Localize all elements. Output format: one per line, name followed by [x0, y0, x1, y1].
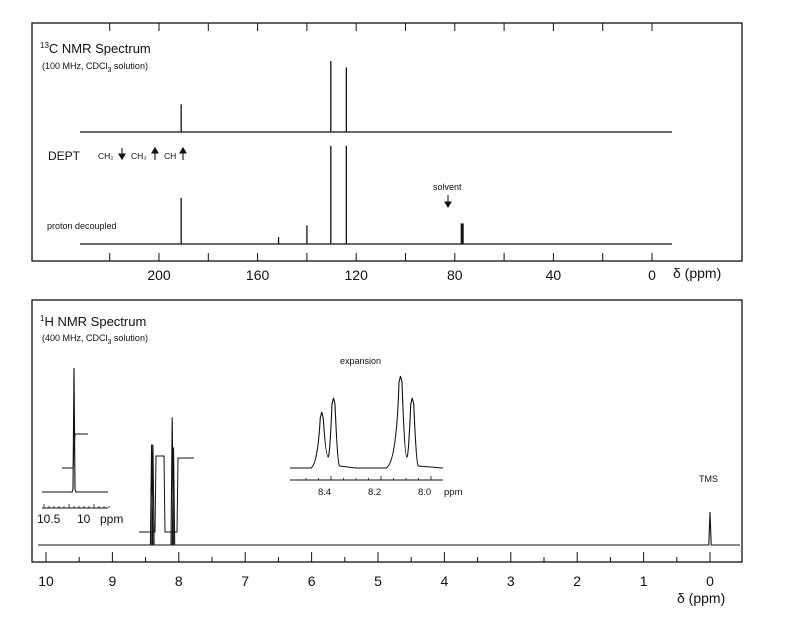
arrow-up-icon [151, 146, 159, 160]
proton-subtitle: (400 MHz, CDCl3 solution) [42, 333, 148, 346]
aldehyde-inset-unit: ppm [100, 512, 123, 526]
carbon-top-ticks [109, 23, 653, 31]
carbon-title-main: C NMR Spectrum [49, 41, 151, 56]
carbon-title: 13C NMR Spectrum [40, 41, 151, 56]
aldehyde-inset-trace [42, 367, 108, 493]
proton-axis-tick-labels: 10 9 8 7 6 5 4 3 2 1 0 [38, 573, 714, 589]
carbon-axis-tick-label: 120 [345, 267, 369, 283]
proton-axis-label: δ (ppm) [677, 590, 725, 606]
proton-panel-frame [31, 299, 743, 563]
expansion-tick-label: 8.2 [368, 487, 381, 498]
carbon-subtitle: (100 MHz, CDCl3 solution) [42, 61, 148, 74]
dept-ch2-label: CH₂ [98, 151, 114, 161]
proton-axis-tick-label: 4 [441, 573, 449, 589]
proton-panel: 1H NMR Spectrum (400 MHz, CDCl3 solution… [31, 299, 743, 606]
expansion-inset: expansion 8.4 8.2 8.0 ppm [290, 356, 463, 498]
arrow-up-icon [179, 146, 187, 160]
proton-axis-tick-label: 8 [175, 573, 183, 589]
aldehyde-inset: 10.5 10 ppm [37, 367, 123, 526]
carbon-axis-tick-label: 40 [546, 267, 562, 283]
dept-ch-label: CH [164, 151, 176, 161]
proton-axis-tick-label: 9 [109, 573, 117, 589]
proton-subtitle-sub: 3 [108, 339, 112, 346]
carbon-axis-tick-label: 0 [648, 267, 656, 283]
carbon-bottom-ticks [109, 253, 653, 261]
aldehyde-inset-tick-label: 10.5 [37, 512, 61, 526]
proton-axis-tick-label: 0 [706, 573, 714, 589]
aldehyde-inset-tick-label: 10 [77, 512, 91, 526]
proton-decoupled-label: proton decoupled [47, 221, 117, 231]
proton-axis-tick-label: 10 [38, 573, 54, 589]
proton-title-sup: 1 [40, 314, 45, 323]
proton-spectrum-trace [38, 417, 740, 546]
proton-axis-tick-label: 2 [573, 573, 581, 589]
carbon-subtitle-sub: 3 [108, 67, 112, 74]
aldehyde-inset-ticks [43, 504, 110, 508]
dept-peaks [180, 61, 347, 132]
decoupled-peaks [180, 146, 464, 244]
arrow-down-icon [118, 148, 126, 161]
proton-subtitle-pre: (400 MHz, CDCl [42, 333, 108, 343]
carbon-axis-tick-label: 200 [147, 267, 171, 283]
carbon-panel-frame [31, 22, 743, 262]
dept-ch3-label: CH₃ [131, 151, 147, 161]
expansion-unit: ppm [444, 487, 463, 498]
proton-axis-tick-label: 7 [241, 573, 249, 589]
dept-label: DEPT [48, 149, 81, 163]
carbon-axis-tick-labels: 200 160 120 80 40 0 [147, 267, 656, 283]
proton-bottom-ticks [45, 552, 711, 562]
proton-axis-tick-label: 6 [308, 573, 316, 589]
expansion-label: expansion [340, 356, 381, 366]
arrow-down-icon [444, 195, 452, 208]
solvent-label: solvent [433, 182, 462, 192]
carbon-axis-tick-label: 80 [447, 267, 463, 283]
expansion-tick-label: 8.4 [318, 487, 331, 498]
expansion-inset-trace [290, 375, 444, 469]
carbon-axis-label: δ (ppm) [673, 265, 721, 281]
proton-title-main: H NMR Spectrum [44, 314, 146, 329]
proton-axis-tick-label: 1 [640, 573, 648, 589]
carbon-axis-tick-label: 160 [246, 267, 270, 283]
carbon-subtitle-post: solution) [111, 61, 148, 71]
expansion-inset-ticks [305, 476, 432, 480]
aldehyde-integral-curve [62, 433, 88, 469]
aromatic-integral-curve [139, 455, 194, 533]
proton-axis-tick-label: 5 [374, 573, 382, 589]
carbon-title-sup: 13 [40, 41, 49, 50]
proton-axis-tick-label: 3 [507, 573, 515, 589]
proton-title: 1H NMR Spectrum [40, 314, 146, 329]
proton-subtitle-post: solution) [111, 333, 148, 343]
tms-label: TMS [699, 474, 718, 484]
expansion-tick-label: 8.0 [418, 487, 431, 498]
carbon-subtitle-pre: (100 MHz, CDCl [42, 61, 108, 71]
carbon-13-panel: 13C NMR Spectrum (100 MHz, CDCl3 solutio… [31, 22, 743, 283]
